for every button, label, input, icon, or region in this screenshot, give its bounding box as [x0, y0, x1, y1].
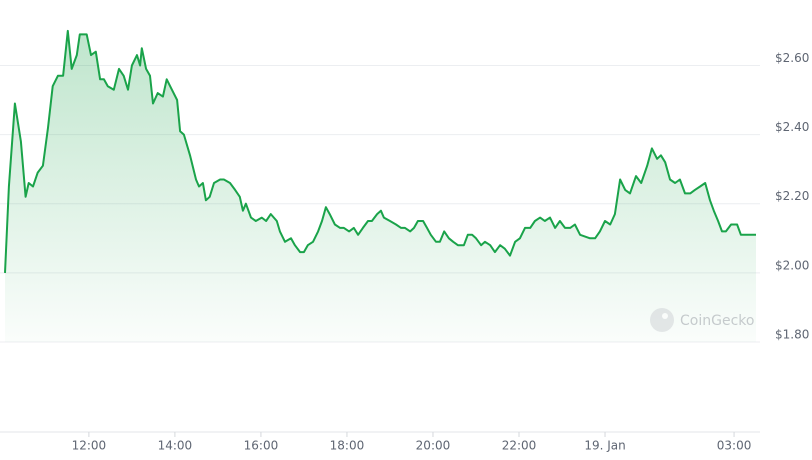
watermark: CoinGecko [650, 308, 754, 332]
x-tick-label: 18:00 [330, 439, 365, 453]
watermark-logo-eye [662, 313, 668, 319]
y-tick-label: $2.20 [775, 189, 809, 203]
x-tick-label: 22:00 [502, 439, 537, 453]
watermark-text: CoinGecko [680, 313, 754, 329]
watermark-logo [650, 308, 674, 332]
y-tick-label: $2.00 [775, 258, 809, 272]
price-line [4, 29, 756, 273]
y-tick-label: $2.40 [775, 120, 809, 134]
area-fill [5, 30, 756, 343]
x-tick-label: 20:00 [416, 439, 451, 453]
x-tick-label: 19. Jan [584, 439, 625, 453]
x-tick-label: 03:00 [717, 439, 752, 453]
x-tick-label: 12:00 [72, 439, 107, 453]
y-tick-label: $2.60 [775, 51, 809, 65]
x-tick-label: 16:00 [244, 439, 279, 453]
y-tick-label: $1.80 [775, 328, 809, 342]
x-tick-label: 14:00 [158, 439, 193, 453]
